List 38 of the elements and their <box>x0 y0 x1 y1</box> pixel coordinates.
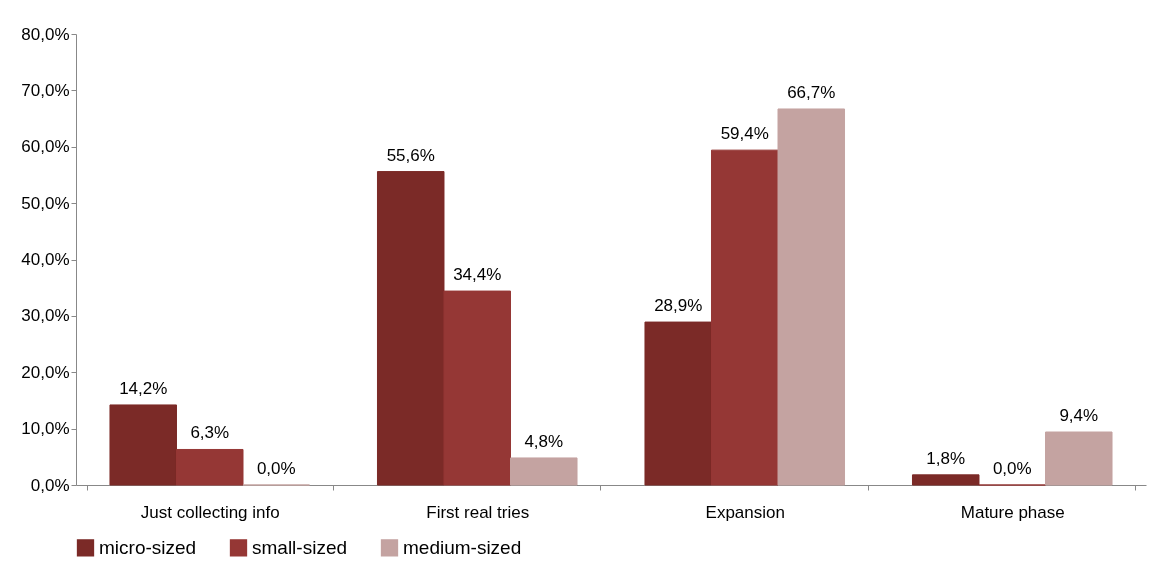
bar <box>175 448 244 486</box>
bar <box>510 457 578 486</box>
bar <box>443 290 512 486</box>
x-tick-label: Just collecting info <box>140 502 280 522</box>
data-label: 55,6% <box>386 145 435 165</box>
y-tick-label: 30,0% <box>21 306 70 326</box>
bar <box>644 321 712 486</box>
bar <box>911 474 980 486</box>
legend-label: micro-sized <box>99 536 197 558</box>
data-label: 6,3% <box>190 423 230 443</box>
data-label: 4,8% <box>524 431 564 451</box>
y-tick-label: 70,0% <box>21 80 70 100</box>
bar <box>376 171 445 486</box>
y-tick-label: 60,0% <box>21 137 70 157</box>
bar <box>710 149 779 486</box>
legend-label: small-sized <box>252 536 348 558</box>
data-label: 0,0% <box>256 459 296 478</box>
data-label: 66,7% <box>787 82 836 102</box>
bar <box>1045 431 1113 486</box>
y-tick-label: 50,0% <box>21 193 70 213</box>
y-tick-label: 0,0% <box>30 475 70 495</box>
y-tick-label: 80,0% <box>21 24 70 44</box>
y-tick-label: 10,0% <box>21 419 70 439</box>
data-label: 9,4% <box>1059 406 1099 426</box>
legend-label: medium-sized <box>403 536 522 558</box>
x-tick-label: Mature phase <box>960 502 1065 522</box>
bar <box>109 404 177 486</box>
x-tick-label: Expansion <box>705 502 785 522</box>
data-label: 59,4% <box>720 124 769 144</box>
data-label: 14,2% <box>119 378 168 398</box>
y-tick-label: 40,0% <box>21 250 70 269</box>
data-label: 28,9% <box>654 296 703 316</box>
bar <box>777 108 846 486</box>
data-label: 0,0% <box>992 459 1032 478</box>
y-tick-label: 20,0% <box>21 362 70 382</box>
data-label: 34,4% <box>453 265 502 285</box>
data-label: 1,8% <box>926 448 966 468</box>
x-tick-label: First real tries <box>426 502 530 522</box>
